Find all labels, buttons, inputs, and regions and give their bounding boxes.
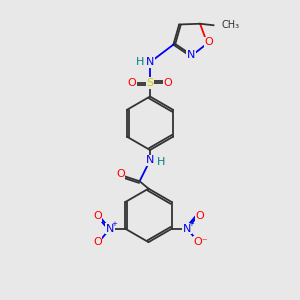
Text: N: N bbox=[187, 50, 195, 60]
Text: O: O bbox=[116, 169, 125, 179]
Text: O: O bbox=[195, 211, 204, 221]
Text: +: + bbox=[188, 221, 194, 227]
Text: O: O bbox=[93, 211, 102, 221]
Text: S: S bbox=[146, 78, 154, 88]
Text: H: H bbox=[136, 57, 145, 67]
Text: N: N bbox=[146, 57, 154, 67]
Text: O: O bbox=[93, 236, 102, 247]
Text: N: N bbox=[146, 155, 154, 165]
Text: +: + bbox=[111, 221, 117, 227]
Text: O: O bbox=[164, 78, 172, 88]
Text: CH₃: CH₃ bbox=[222, 20, 240, 30]
Text: O: O bbox=[205, 37, 213, 47]
Text: O⁻: O⁻ bbox=[194, 236, 208, 247]
Text: N: N bbox=[106, 224, 114, 234]
Text: O: O bbox=[128, 78, 136, 88]
Text: H: H bbox=[157, 157, 165, 167]
Text: N: N bbox=[183, 224, 191, 234]
